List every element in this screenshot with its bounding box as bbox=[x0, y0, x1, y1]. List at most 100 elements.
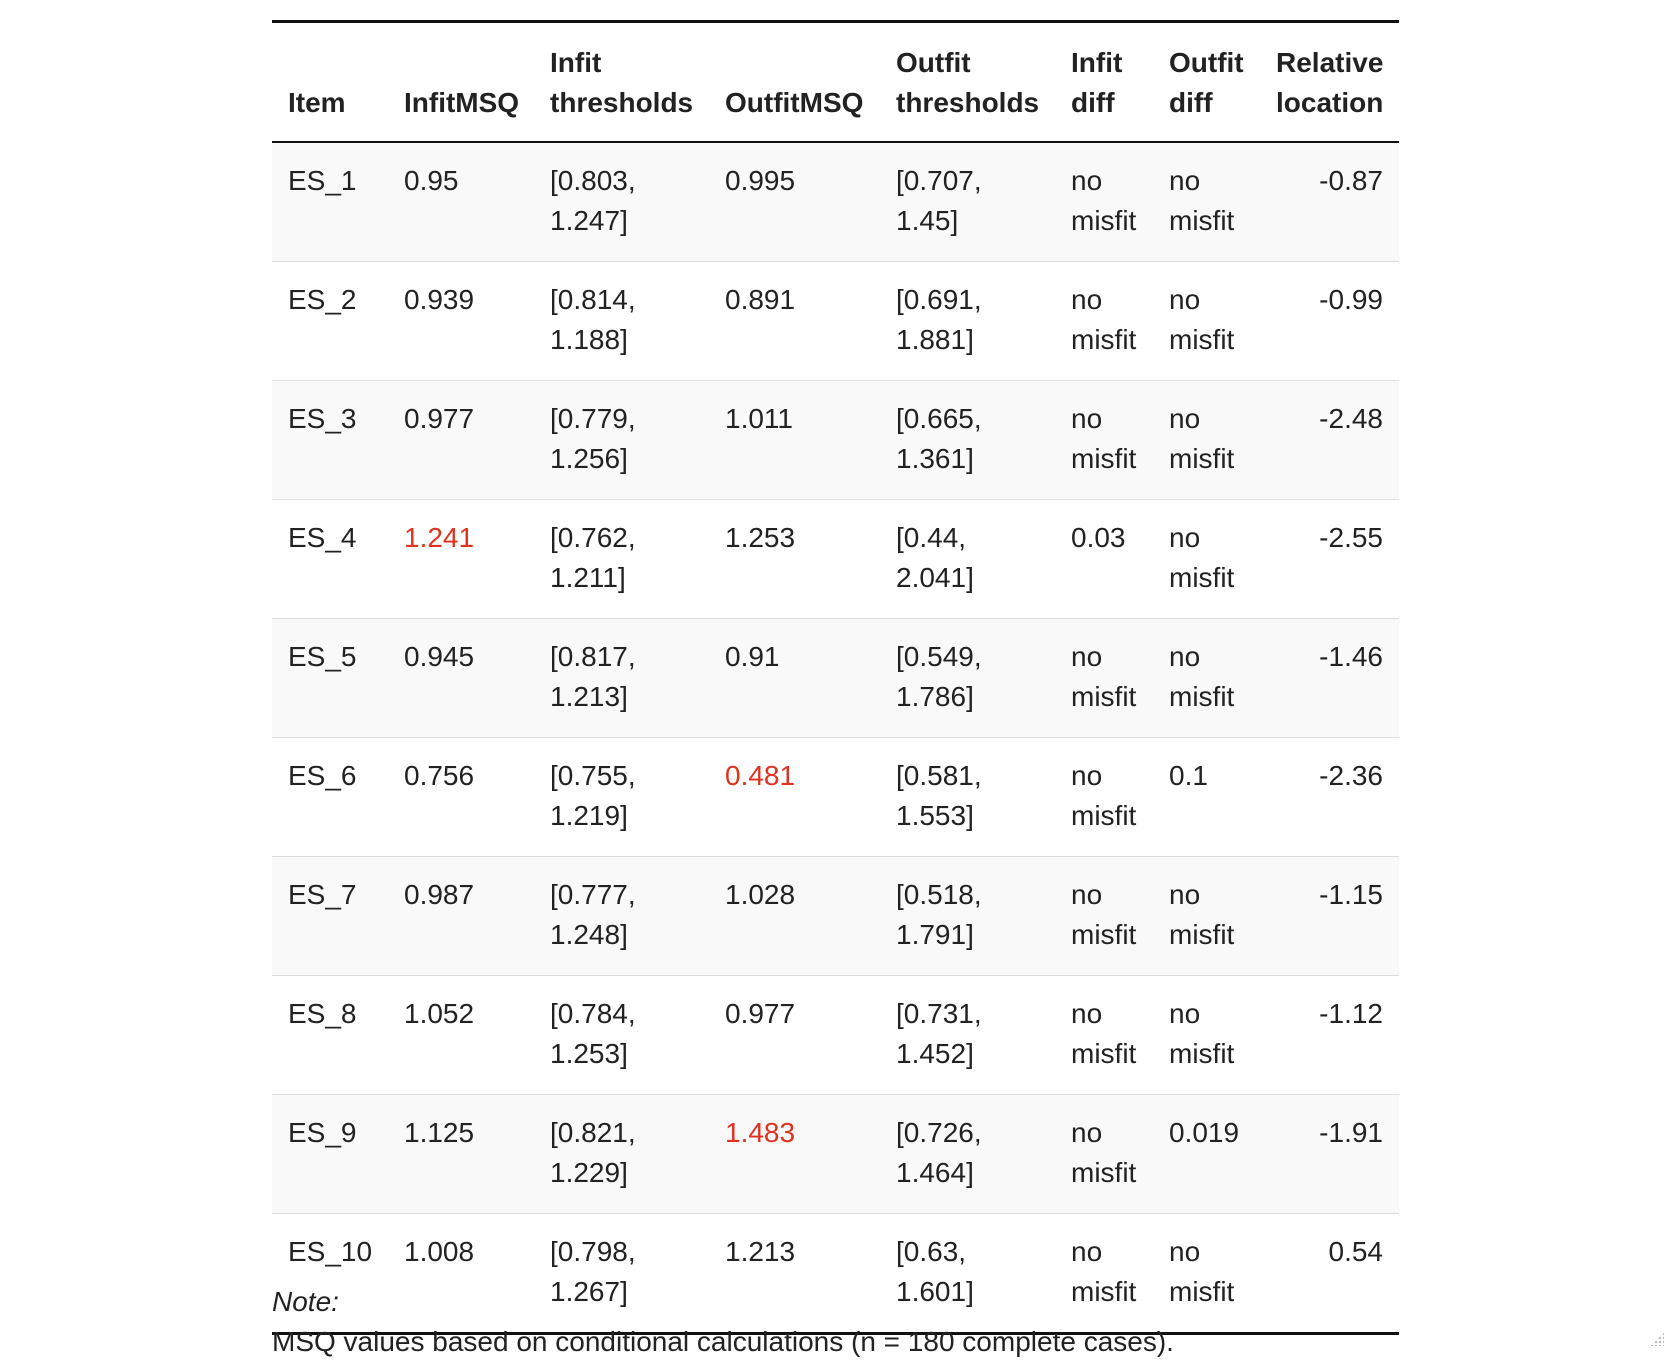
cell-outfit-thresholds: [0.549, 1.786] bbox=[880, 618, 1055, 738]
cell-outfit-msq: 0.977 bbox=[709, 975, 880, 1095]
cell-infit-diff: no misfit bbox=[1055, 737, 1153, 857]
cell-outfit-diff: 0.019 bbox=[1153, 1094, 1260, 1214]
cell-infit-thresholds: [0.803, 1.247] bbox=[550, 165, 636, 236]
cell-infit-thresholds: [0.817, 1.213] bbox=[534, 618, 709, 738]
cell-item: ES_1 bbox=[288, 165, 357, 196]
cell-infit-msq: 0.95 bbox=[404, 165, 459, 196]
table-row: ES_4 1.241 [0.762, 1.211] 1.253 [0.44, 2.041… bbox=[272, 499, 1399, 619]
cell-outfit-msq: 0.891 bbox=[709, 261, 880, 381]
cell-outfit-diff: no misfit bbox=[1153, 618, 1260, 738]
cell-infit-thresholds: [0.814, 1.188] bbox=[534, 261, 709, 381]
cell-infit-msq: 1.008 bbox=[388, 1213, 534, 1334]
cell-outfit-msq: 1.028 bbox=[709, 856, 880, 976]
cell-infit-msq: 0.945 bbox=[388, 618, 534, 738]
column-header-item: Item bbox=[288, 87, 346, 118]
cell-outfit-diff: no misfit bbox=[1153, 261, 1260, 381]
cell-infit-msq: 0.977 bbox=[388, 380, 534, 500]
cell-infit-thresholds: [0.798, 1.267] bbox=[534, 1213, 709, 1334]
cell-outfit-msq: 1.483 bbox=[709, 1094, 880, 1214]
cell-infit-msq: 1.052 bbox=[388, 975, 534, 1095]
table-row: ES_1 0.95 [0.803, 1.247] 0.995 [0.707, 1.45]… bbox=[272, 142, 1399, 262]
cell-infit-diff: no misfit bbox=[1055, 1094, 1153, 1214]
cell-outfit-diff: no misfit bbox=[1153, 1213, 1260, 1334]
cell-relative-location: -1.15 bbox=[1260, 856, 1399, 976]
cell-infit-diff: no misfit bbox=[1055, 856, 1153, 976]
cell-outfit-msq: 0.995 bbox=[725, 165, 796, 196]
cell-outfit-msq: 1.213 bbox=[709, 1213, 880, 1334]
cell-outfit-thresholds: [0.731, 1.452] bbox=[880, 975, 1055, 1095]
cell-relative-location: -2.36 bbox=[1260, 737, 1399, 857]
table-row: ES_7 0.987 [0.777, 1.248] 1.028 [0.518, 1.79… bbox=[272, 856, 1399, 976]
cell-item: ES_2 bbox=[272, 261, 388, 381]
cell-outfit-thresholds: [0.665, 1.361] bbox=[880, 380, 1055, 500]
cell-infit-msq: 0.939 bbox=[388, 261, 534, 381]
cell-infit-thresholds: [0.779, 1.256] bbox=[534, 380, 709, 500]
cell-infit-diff: no misfit bbox=[1055, 1213, 1153, 1334]
cell-infit-msq: 1.241 bbox=[388, 499, 534, 619]
cell-item: ES_8 bbox=[272, 975, 388, 1095]
cell-outfit-diff: no misfit bbox=[1153, 499, 1260, 619]
cell-outfit-thresholds: [0.63, 1.601] bbox=[880, 1213, 1055, 1334]
header-row: Item InfitMSQ Infit thresholds OutfitMSQ… bbox=[272, 21, 1399, 142]
cell-infit-thresholds: [0.755, 1.219] bbox=[534, 737, 709, 857]
cell-infit-diff: no misfit bbox=[1055, 261, 1153, 381]
cell-infit-thresholds: [0.762, 1.211] bbox=[534, 499, 709, 619]
cell-outfit-msq: 0.481 bbox=[709, 737, 880, 857]
cell-outfit-msq: 1.253 bbox=[709, 499, 880, 619]
cell-item: ES_9 bbox=[272, 1094, 388, 1214]
cell-outfit-msq: 0.91 bbox=[709, 618, 880, 738]
cell-infit-diff: no misfit bbox=[1055, 618, 1153, 738]
cell-item: ES_10 bbox=[272, 1213, 388, 1334]
cell-outfit-diff: 0.1 bbox=[1153, 737, 1260, 857]
table-row: ES_8 1.052 [0.784, 1.253] 0.977 [0.731, 1.45… bbox=[272, 975, 1399, 1095]
column-header-infit-diff: Infit diff bbox=[1071, 47, 1123, 118]
cell-item: ES_4 bbox=[272, 499, 388, 619]
cell-item: ES_5 bbox=[272, 618, 388, 738]
table-row: ES_5 0.945 [0.817, 1.213] 0.91 [0.549, 1.786… bbox=[272, 618, 1399, 738]
table-row: ES_2 0.939 [0.814, 1.188] 0.891 [0.691, 1.88… bbox=[272, 261, 1399, 381]
column-header-outfit-thresholds: Outfit thresholds bbox=[896, 47, 1040, 118]
cell-outfit-msq: 1.011 bbox=[709, 380, 880, 500]
column-header-outfit-msq: OutfitMSQ bbox=[725, 87, 864, 118]
item-fit-table-container: Item InfitMSQ Infit thresholds OutfitMSQ… bbox=[272, 20, 1399, 1335]
cell-item: ES_7 bbox=[272, 856, 388, 976]
column-header-outfit-diff: Outfit diff bbox=[1169, 47, 1244, 118]
cell-relative-location: -0.87 bbox=[1319, 165, 1383, 196]
cell-outfit-thresholds: [0.518, 1.791] bbox=[880, 856, 1055, 976]
cell-outfit-diff: no misfit bbox=[1153, 380, 1260, 500]
cell-infit-diff: no misfit bbox=[1055, 975, 1153, 1095]
cell-relative-location: -2.48 bbox=[1260, 380, 1399, 500]
resize-handle-icon[interactable] bbox=[1650, 1332, 1664, 1346]
cell-infit-diff: 0.03 bbox=[1055, 499, 1153, 619]
cell-relative-location: -2.55 bbox=[1260, 499, 1399, 619]
column-header-relative-location: Relative location bbox=[1276, 47, 1384, 118]
cell-outfit-thresholds: [0.44, 2.041] bbox=[880, 499, 1055, 619]
cell-infit-thresholds: [0.784, 1.253] bbox=[534, 975, 709, 1095]
table-row: ES_9 1.125 [0.821, 1.229] 1.483 [0.726, 1.46… bbox=[272, 1094, 1399, 1214]
table-body: ES_1 0.95 [0.803, 1.247] 0.995 [0.707, 1.45]… bbox=[272, 142, 1399, 1334]
table-row: ES_10 1.008 [0.798, 1.267] 1.213 [0.63, 1.60… bbox=[272, 1213, 1399, 1334]
cell-outfit-thresholds: [0.707, 1.45] bbox=[896, 165, 982, 236]
cell-item: ES_3 bbox=[272, 380, 388, 500]
table-row: ES_6 0.756 [0.755, 1.219] 0.481 [0.581, 1.55… bbox=[272, 737, 1399, 857]
table-note: Note: MSQ values based on conditional ca… bbox=[272, 1282, 1572, 1362]
cell-outfit-thresholds: [0.581, 1.553] bbox=[880, 737, 1055, 857]
cell-outfit-diff: no misfit bbox=[1153, 975, 1260, 1095]
note-text: MSQ values based on conditional calculat… bbox=[272, 1326, 1174, 1357]
cell-relative-location: -1.12 bbox=[1260, 975, 1399, 1095]
cell-infit-msq: 0.987 bbox=[388, 856, 534, 976]
cell-outfit-diff: no misfit bbox=[1169, 165, 1235, 236]
table-header: Item InfitMSQ Infit thresholds OutfitMSQ… bbox=[272, 21, 1399, 142]
cell-relative-location: -0.99 bbox=[1260, 261, 1399, 381]
cell-outfit-diff: no misfit bbox=[1153, 856, 1260, 976]
cell-item: ES_6 bbox=[272, 737, 388, 857]
cell-relative-location: 0.54 bbox=[1260, 1213, 1399, 1334]
note-label: Note: bbox=[272, 1286, 339, 1317]
cell-infit-thresholds: [0.821, 1.229] bbox=[534, 1094, 709, 1214]
table-row: ES_3 0.977 [0.779, 1.256] 1.011 [0.665, 1.36… bbox=[272, 380, 1399, 500]
cell-infit-msq: 0.756 bbox=[388, 737, 534, 857]
cell-outfit-thresholds: [0.726, 1.464] bbox=[880, 1094, 1055, 1214]
cell-relative-location: -1.91 bbox=[1260, 1094, 1399, 1214]
cell-infit-diff: no misfit bbox=[1071, 165, 1137, 236]
column-header-infit-msq: InfitMSQ bbox=[404, 87, 520, 118]
